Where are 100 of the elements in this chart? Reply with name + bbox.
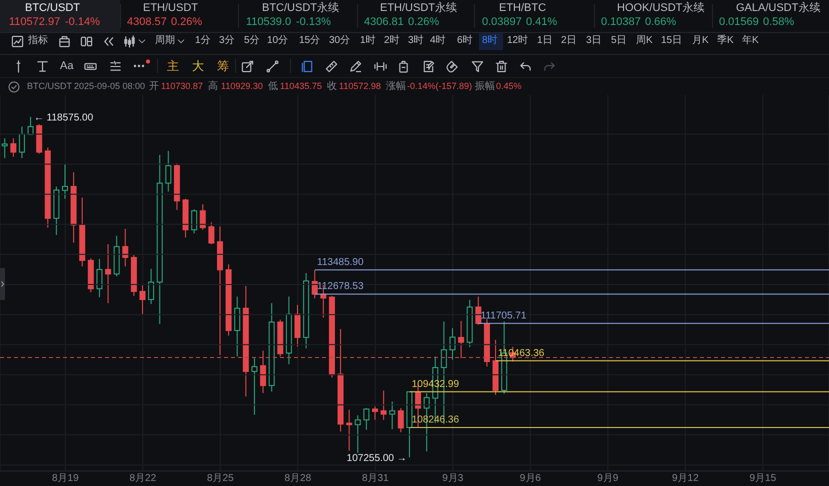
text: 收 — [327, 80, 337, 94]
text: 月K — [692, 34, 709, 48]
candlestick — [96, 258, 102, 298]
text: 0.01569 — [719, 15, 759, 30]
text: 4时 — [430, 34, 446, 48]
text: 低 — [268, 80, 278, 94]
candlestick — [389, 401, 396, 430]
candlestick — [251, 358, 258, 416]
text: 10分 — [267, 34, 288, 48]
text: 2时 — [384, 34, 400, 48]
text: 15日 — [661, 34, 682, 48]
candlestick — [200, 204, 206, 230]
candlestick — [165, 150, 172, 192]
text: BTC/USDT — [27, 80, 72, 93]
text: 0.45% — [496, 80, 522, 93]
candlestick — [380, 390, 387, 420]
text: BTC/USDT — [25, 1, 80, 16]
candlestick — [312, 269, 318, 299]
candlestick — [122, 228, 128, 267]
text: 指标 — [28, 34, 48, 48]
candlestick — [268, 302, 275, 392]
text: 110929.30 — [221, 80, 263, 93]
text: 0.26% — [408, 15, 440, 30]
text: 12时 — [507, 34, 528, 48]
text: 110572.97 — [9, 15, 60, 30]
candlestick — [449, 328, 456, 360]
text: 110572.98 — [339, 80, 381, 93]
text: 2025-09-05 08:00 — [74, 80, 146, 93]
annotation: 107255.00 → — [346, 452, 407, 464]
text: 年K — [742, 34, 759, 48]
annotation: ← 118575.00 — [34, 112, 94, 124]
text: 高 — [208, 80, 218, 94]
text: 周K — [636, 34, 653, 48]
text: 筹 — [217, 58, 229, 74]
text: 涨幅 — [386, 80, 406, 94]
text: 0.41% — [526, 15, 558, 30]
text: 3时 — [408, 34, 424, 48]
text: 5日 — [611, 34, 627, 48]
text: 30分 — [329, 34, 350, 48]
candlestick — [234, 296, 240, 357]
text: -0.14% — [65, 15, 100, 30]
text: 0.26% — [171, 15, 202, 30]
text: 15分 — [299, 34, 320, 48]
x-tick-label: 9月6 — [520, 473, 542, 484]
text: 0.66% — [645, 15, 676, 30]
text: 2日 — [561, 34, 577, 48]
text: BTC/USDT永续 — [262, 1, 339, 16]
series-label: 111705.71 — [480, 310, 527, 322]
text: 季K — [717, 34, 734, 48]
text: 振幅 — [475, 80, 495, 94]
text: 大 — [192, 58, 204, 74]
candlestick — [458, 320, 464, 359]
text: 1分 — [195, 34, 211, 48]
candlestick — [260, 350, 266, 394]
text: Aa — [60, 58, 74, 74]
text: HOOK/USDT永续 — [617, 1, 704, 16]
text: 4306.81 — [364, 15, 404, 30]
candlestick — [242, 286, 249, 397]
text: ETH/BTC — [499, 1, 546, 16]
candlestick — [105, 244, 112, 304]
series-label: 113485.90 — [317, 256, 364, 268]
text: 周期 — [155, 34, 175, 48]
candlestick — [226, 264, 232, 336]
text: ETH/USDT永续 — [380, 1, 457, 16]
text: 开 — [149, 80, 159, 94]
text: 6时 — [457, 34, 473, 48]
candlestick — [139, 284, 146, 314]
x-tick-label: 8月31 — [362, 473, 390, 484]
x-tick-label: 8月22 — [129, 473, 157, 484]
candlestick — [156, 154, 163, 324]
candlestick — [338, 328, 344, 432]
text: 1日 — [537, 34, 553, 48]
x-tick-label: 8月28 — [284, 473, 312, 484]
candlestick — [79, 197, 86, 267]
text: 3分 — [219, 34, 235, 48]
candlestick — [346, 409, 352, 452]
text: 110539.0 — [246, 15, 292, 30]
candlestick — [70, 172, 77, 244]
text: 110435.75 — [280, 80, 322, 93]
candlestick — [44, 147, 51, 228]
text: ETH/USDT — [143, 1, 198, 16]
text: 8时 — [482, 34, 498, 48]
text: 0.10387 — [601, 15, 641, 30]
text: 3日 — [586, 34, 602, 48]
text: -0.13% — [296, 15, 331, 30]
candlestick — [18, 126, 25, 159]
x-tick-label: 8月25 — [206, 473, 234, 484]
text: 4308.57 — [127, 15, 167, 30]
text: -0.14%(-157.89) — [407, 80, 472, 93]
x-tick-label: 9月3 — [442, 473, 464, 484]
text: 110730.87 — [161, 80, 203, 93]
text: 0.03897 — [482, 15, 522, 30]
text: GALA/USDT永续 — [736, 1, 820, 16]
text: 1时 — [360, 34, 376, 48]
text: 主 — [167, 58, 179, 74]
candlestick — [303, 272, 310, 349]
candlestick — [286, 296, 292, 365]
text: 5分 — [244, 34, 260, 48]
candlestick — [294, 304, 300, 347]
text: 0.58% — [763, 15, 794, 30]
